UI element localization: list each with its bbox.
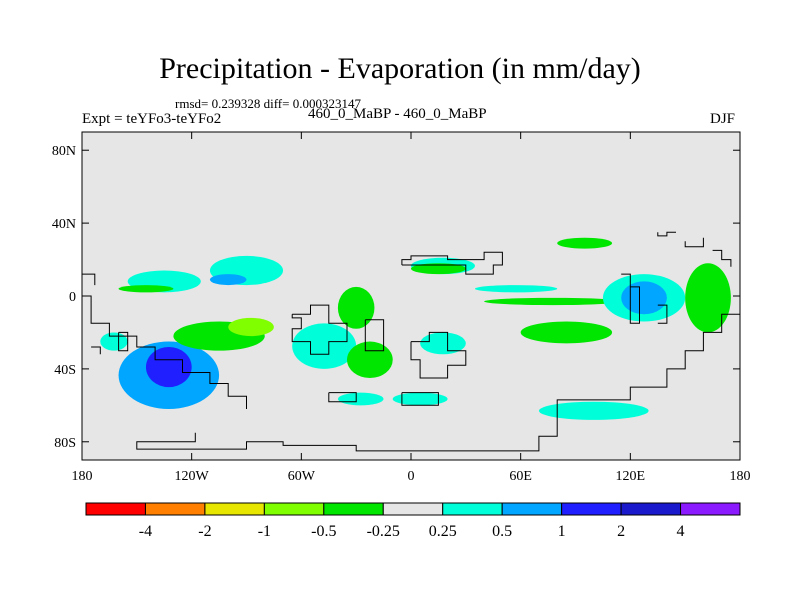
colorbar-label: -2 <box>198 523 211 540</box>
anomaly-region <box>685 263 731 333</box>
season-label: DJF <box>710 111 736 127</box>
x-tick-label: 180 <box>730 469 751 484</box>
x-tick-label: 60W <box>288 469 316 484</box>
anomaly-region <box>118 285 174 293</box>
anomaly-region <box>347 341 393 378</box>
chart-subtitle: 460_0_MaBP - 460_0_MaBP <box>308 106 487 122</box>
coastline <box>91 346 101 355</box>
colorbar-swatch <box>561 502 622 516</box>
coastline <box>82 273 96 286</box>
coastline <box>82 295 247 409</box>
coastline <box>410 331 467 379</box>
anomaly-region <box>337 286 375 329</box>
colorbar-label: 4 <box>677 523 685 540</box>
colorbar-label: 1 <box>558 523 566 540</box>
y-tick-label: 0 <box>69 290 76 305</box>
coastline <box>328 392 357 403</box>
x-tick-label: 120W <box>175 469 210 484</box>
coastline <box>684 237 704 248</box>
anomaly-region <box>420 332 466 355</box>
colorbar-label: 0.25 <box>429 523 457 540</box>
anomaly-region <box>411 263 466 275</box>
colorbar-label: -0.5 <box>311 523 336 540</box>
y-tick-label: 40N <box>52 217 76 232</box>
colorbar-swatch <box>382 502 444 516</box>
coastline <box>291 304 348 355</box>
colorbar-swatch <box>144 502 206 516</box>
anomaly-region <box>520 321 613 344</box>
y-tick-label: 40S <box>54 363 76 378</box>
anomaly-region <box>621 281 667 315</box>
coastline <box>712 249 732 267</box>
anomaly-region <box>209 274 247 286</box>
y-tick-label: 80S <box>54 436 76 451</box>
coastline <box>364 319 385 352</box>
y-tick-label: 80N <box>52 144 76 159</box>
colorbar-swatch <box>620 502 682 516</box>
colorbar-swatch <box>442 502 503 516</box>
coastline <box>401 251 503 275</box>
anomaly-region <box>228 317 274 337</box>
chart-title: Precipitation - Evaporation (in mm/day) <box>159 52 641 85</box>
anomaly-region <box>557 237 613 249</box>
coastline <box>401 392 439 406</box>
anomaly-region <box>145 347 192 388</box>
colorbar-label: 0.5 <box>492 523 512 540</box>
colorbar-swatch <box>263 502 325 516</box>
colorbar-label: -0.25 <box>367 523 400 540</box>
experiment-label: Expt = teYFo3-teYFo2 <box>82 111 222 127</box>
x-tick-label: 120E <box>616 469 646 484</box>
anomaly-region <box>100 332 128 351</box>
colorbar-swatch <box>680 502 741 516</box>
anomaly-region <box>292 323 357 369</box>
anomaly-region <box>484 297 622 306</box>
colorbar-label: -1 <box>258 523 271 540</box>
colorbar-swatch <box>323 502 384 516</box>
colorbar-swatch <box>501 502 563 516</box>
coastline <box>118 331 129 352</box>
x-tick-label: 60E <box>509 469 532 484</box>
coastline <box>621 273 640 324</box>
colorbar-swatch <box>204 502 265 516</box>
x-tick-label: 0 <box>408 469 415 484</box>
anomaly-region <box>392 392 448 406</box>
anomaly-region <box>538 401 649 420</box>
colorbar-label: 2 <box>617 523 625 540</box>
coastline <box>657 304 668 324</box>
x-tick-label: 180 <box>72 469 93 484</box>
colorbar-swatch <box>85 502 146 516</box>
anomaly-region <box>337 392 384 406</box>
stats-label: rmsd= 0.239328 diff= 0.000323147 <box>175 96 361 111</box>
coastline <box>136 313 740 452</box>
colorbar-label: -4 <box>139 523 152 540</box>
coastline <box>657 231 676 237</box>
anomaly-region <box>474 285 558 293</box>
